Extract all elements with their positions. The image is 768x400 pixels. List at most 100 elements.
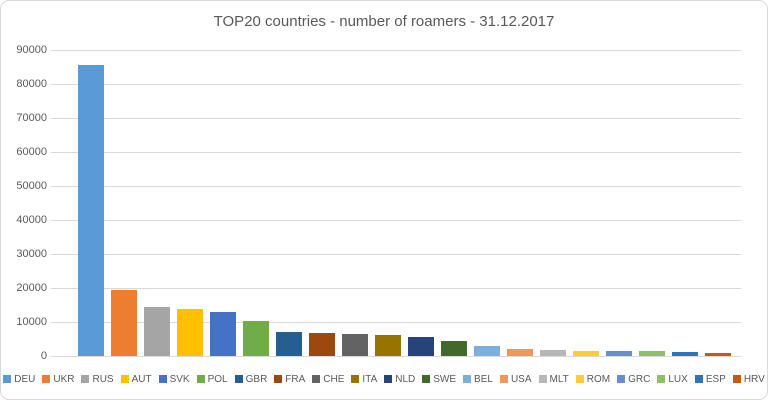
bar-gbr xyxy=(276,332,302,356)
y-tick-label-0: 0 xyxy=(40,350,47,362)
legend-item-bel: BEL xyxy=(463,374,493,385)
legend-label-nld: NLD xyxy=(395,373,416,385)
bar-rom xyxy=(573,351,599,356)
legend-item-deu: DEU xyxy=(3,374,35,385)
bar-swe xyxy=(441,341,467,356)
plot-area xyxy=(51,50,741,357)
legend-label-che: CHE xyxy=(323,373,345,385)
bar-pol xyxy=(243,321,269,356)
legend-item-fra: FRA xyxy=(274,374,305,385)
gridline-20000 xyxy=(51,288,741,289)
legend-item-ita: ITA xyxy=(351,374,377,385)
bar-usa xyxy=(507,349,533,356)
legend-label-rom: ROM xyxy=(586,373,611,385)
y-tick-label-90000: 90000 xyxy=(16,44,47,56)
bar-aut xyxy=(177,309,203,356)
gridline-30000 xyxy=(51,254,741,255)
legend-swatch-svk xyxy=(158,375,167,383)
legend-item-rus: RUS xyxy=(81,373,114,385)
legend-swatch-hrv xyxy=(732,375,741,383)
gridline-0 xyxy=(51,356,741,357)
bar-rus xyxy=(144,307,170,356)
gridline-50000 xyxy=(51,186,741,187)
legend-swatch-pol xyxy=(196,375,205,383)
legend-label-aut: AUT xyxy=(131,373,152,385)
legend-label-rus: RUS xyxy=(92,373,114,385)
legend-swatch-ita xyxy=(351,375,360,383)
legend-item-gbr: GBR xyxy=(234,373,268,385)
y-tick-label-60000: 60000 xyxy=(16,146,47,158)
y-tick-label-40000: 40000 xyxy=(16,214,47,226)
legend-label-bel: BEL xyxy=(474,373,493,385)
legend-item-ukr: UKR xyxy=(42,374,74,385)
gridline-80000 xyxy=(51,84,741,85)
legend-label-ukr: UKR xyxy=(53,373,75,385)
gridline-60000 xyxy=(51,152,741,153)
legend-item-grc: GRC xyxy=(617,374,650,385)
bars-container xyxy=(58,50,741,356)
y-tick-label-70000: 70000 xyxy=(16,112,47,124)
gridline-40000 xyxy=(51,220,741,221)
y-tick-label-20000: 20000 xyxy=(16,282,47,294)
legend-swatch-grc xyxy=(617,375,626,383)
legend-item-hrv: HRV xyxy=(732,373,765,385)
bar-mlt xyxy=(540,350,566,356)
legend-label-swe: SWE xyxy=(433,373,457,385)
legend: DEU UKR RUS AUT SVK POL GBR FRA CHE ITA NLD SWE BEL U… xyxy=(1,371,767,387)
legend-swatch-rus xyxy=(81,375,90,383)
legend-item-aut: AUT xyxy=(120,373,152,385)
bar-fra xyxy=(309,333,335,356)
legend-item-pol: POL xyxy=(196,373,228,385)
legend-item-rom: ROM xyxy=(575,373,611,385)
legend-label-svk: SVK xyxy=(169,373,190,385)
legend-item-mlt: MLT xyxy=(538,373,569,385)
legend-label-deu: DEU xyxy=(14,373,36,385)
bar-ita xyxy=(375,335,401,356)
bar-esp xyxy=(672,352,698,356)
y-tick-label-50000: 50000 xyxy=(16,180,47,192)
gridline-90000 xyxy=(51,50,741,51)
legend-label-grc: GRC xyxy=(628,373,651,385)
bar-svk xyxy=(210,312,236,356)
legend-swatch-swe xyxy=(422,375,431,383)
legend-swatch-bel xyxy=(463,375,472,383)
legend-label-lux: LUX xyxy=(668,373,688,385)
legend-label-ita: ITA xyxy=(362,373,378,385)
legend-label-hrv: HRV xyxy=(743,373,765,385)
legend-item-nld: NLD xyxy=(384,374,415,385)
legend-swatch-ukr xyxy=(42,375,51,383)
legend-label-usa: USA xyxy=(510,373,532,385)
legend-label-fra: FRA xyxy=(285,373,306,385)
chart-title: TOP20 countries - number of roamers - 31… xyxy=(213,13,555,30)
bar-hrv xyxy=(705,353,731,356)
bar-bel xyxy=(474,346,500,356)
bar-grc xyxy=(606,351,632,356)
y-tick-label-80000: 80000 xyxy=(16,78,47,90)
gridlines xyxy=(51,50,741,357)
legend-swatch-nld xyxy=(384,375,393,383)
legend-swatch-gbr xyxy=(234,375,243,383)
bar-nld xyxy=(408,337,434,356)
legend-item-usa: USA xyxy=(499,373,532,385)
legend-item-swe: SWE xyxy=(422,374,456,385)
legend-swatch-lux xyxy=(657,375,666,383)
legend-label-pol: POL xyxy=(207,373,228,385)
legend-label-mlt: MLT xyxy=(549,373,569,385)
legend-swatch-aut xyxy=(120,375,129,383)
bar-ukr xyxy=(111,290,137,356)
legend-swatch-mlt xyxy=(538,375,547,383)
gridline-10000 xyxy=(51,322,741,323)
legend-swatch-rom xyxy=(575,375,584,383)
legend-label-gbr: GBR xyxy=(245,373,268,385)
y-tick-label-30000: 30000 xyxy=(16,248,47,260)
legend-item-svk: SVK xyxy=(158,373,190,385)
legend-swatch-fra xyxy=(274,375,283,383)
y-tick-label-10000: 10000 xyxy=(16,316,47,328)
legend-item-lux: LUX xyxy=(657,373,688,385)
bar-deu xyxy=(78,65,104,356)
legend-swatch-deu xyxy=(3,375,12,383)
bar-lux xyxy=(639,351,665,356)
legend-item-esp: ESP xyxy=(694,374,726,385)
gridline-70000 xyxy=(51,118,741,119)
